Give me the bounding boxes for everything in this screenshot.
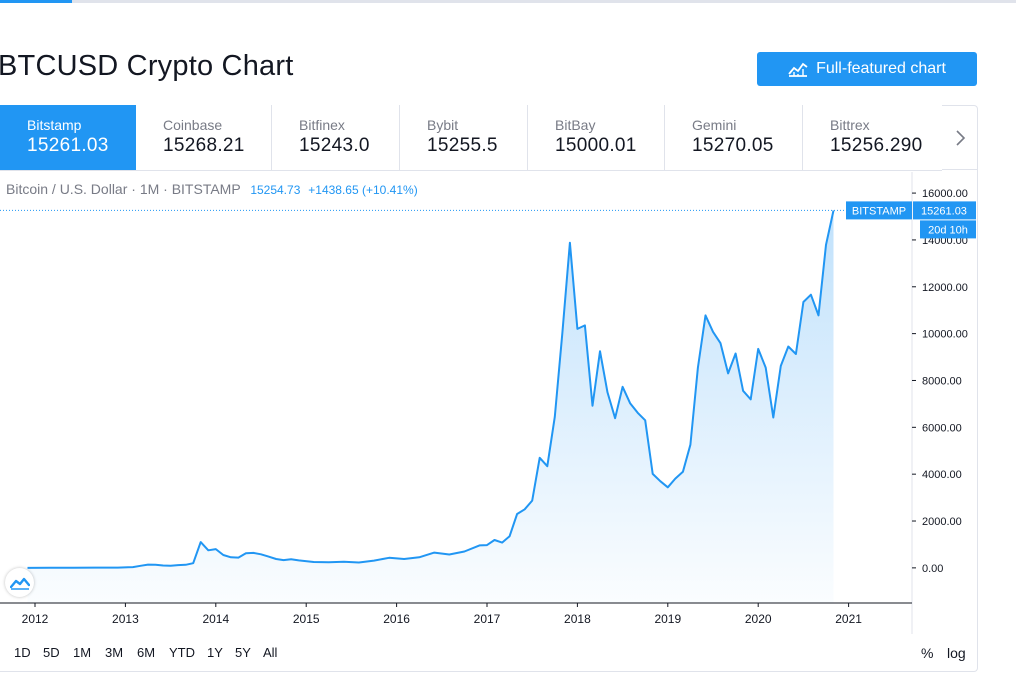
y-tick-label: 6000.00 (922, 422, 962, 434)
exchange-name: Bitstamp (27, 117, 82, 133)
percent-scale-toggle[interactable]: % (921, 645, 934, 661)
exchange-price: 15243.0 (299, 135, 370, 156)
last-price-tag-label: 15261.03 (921, 205, 967, 217)
exchange-name: Coinbase (163, 117, 223, 133)
chart-icon (788, 62, 808, 77)
full-featured-chart-label: Full-featured chart (816, 60, 946, 77)
range-1y-button[interactable]: 1Y (207, 645, 223, 660)
exchange-price-tag (846, 201, 912, 220)
chevron-right-icon (955, 129, 965, 146)
tab-bittrex[interactable]: Bittrex 15256.290 (803, 105, 942, 171)
exchange-name: Bittrex (830, 117, 870, 133)
range-toolbar: 1D 5D 1M 3M 6M YTD 1Y 5Y All % log (0, 636, 978, 670)
range-1m-button[interactable]: 1M (73, 645, 92, 660)
y-tick-label: 16000.00 (922, 188, 968, 200)
tab-bitstamp[interactable]: Bitstamp 15261.03 (0, 105, 136, 171)
tradingview-logo-icon (9, 577, 30, 590)
exchange-price-tag-label: BITSTAMP (852, 205, 906, 217)
y-tick-label: 2000.00 (922, 516, 962, 528)
range-all-button[interactable]: All (263, 645, 278, 660)
x-tick-label: 2019 (654, 612, 681, 626)
log-scale-toggle[interactable]: log (947, 645, 966, 661)
x-tick-label: 2015 (293, 612, 320, 626)
exchange-price: 15256.290 (830, 135, 923, 156)
exchange-price: 15255.5 (427, 135, 498, 156)
x-tick-label: 2021 (835, 612, 862, 626)
exchange-name: Gemini (692, 117, 737, 133)
legend-last-price: 15254.73 (250, 183, 301, 197)
x-tick-label: 2017 (474, 612, 501, 626)
full-featured-chart-button[interactable]: Full-featured chart (757, 52, 977, 86)
y-tick-label: 8000.00 (922, 375, 962, 387)
chart-legend: Bitcoin / U.S. Dollar · 1M · BITSTAMP 15… (6, 181, 418, 197)
exchange-price: 15268.21 (163, 135, 245, 156)
y-tick-label: 4000.00 (922, 469, 962, 481)
y-tick-label: 0.00 (922, 563, 943, 575)
exchange-price: 15261.03 (27, 135, 109, 156)
page-title: BTCUSD Crypto Chart (0, 50, 294, 82)
tab-gemini[interactable]: Gemini 15270.05 (665, 105, 803, 171)
range-3m-button[interactable]: 3M (105, 645, 124, 660)
y-tick-label: 10000.00 (922, 329, 968, 341)
price-chart[interactable]: 0.00 2000.00 4000.00 6000.00 8000.00 10000.00… (0, 172, 978, 634)
x-tick-label: 2018 (564, 612, 591, 626)
range-5y-button[interactable]: 5Y (235, 645, 251, 660)
active-nav-indicator (0, 0, 72, 3)
exchange-price: 15270.05 (692, 135, 774, 156)
legend-symbol: Bitcoin / U.S. Dollar · 1M · BITSTAMP (6, 181, 241, 197)
y-tick-label: 12000.00 (922, 282, 968, 294)
exchange-name: Bitfinex (299, 117, 345, 133)
x-tick-label: 2020 (745, 612, 772, 626)
tabs-next-button[interactable] (942, 106, 977, 170)
exchange-name: Bybit (427, 117, 459, 133)
range-1d-button[interactable]: 1D (14, 645, 31, 660)
top-border (0, 0, 1016, 3)
exchange-price: 15000.01 (555, 135, 637, 156)
exchange-name: BitBay (555, 117, 596, 133)
countdown-tag (920, 220, 976, 239)
last-price-tag (913, 201, 976, 220)
price-area-fill (27, 210, 834, 603)
tab-bitfinex[interactable]: Bitfinex 15243.0 (272, 105, 400, 171)
tab-bitbay[interactable]: BitBay 15000.01 (528, 105, 665, 171)
x-tick-label: 2016 (383, 612, 410, 626)
x-tick-label: 2013 (112, 612, 139, 626)
range-ytd-button[interactable]: YTD (169, 645, 195, 660)
tab-bybit[interactable]: Bybit 15255.5 (400, 105, 528, 171)
price-line (27, 210, 835, 569)
tab-coinbase[interactable]: Coinbase 15268.21 (136, 105, 272, 171)
countdown-tag-label: 20d 10h (928, 224, 968, 236)
range-5d-button[interactable]: 5D (43, 645, 60, 660)
tradingview-logo-button[interactable] (5, 568, 34, 597)
range-6m-button[interactable]: 6M (137, 645, 156, 660)
x-tick-label: 2012 (22, 612, 49, 626)
x-tick-label: 2014 (202, 612, 229, 626)
legend-change: +1438.65 (+10.41%) (308, 183, 418, 197)
